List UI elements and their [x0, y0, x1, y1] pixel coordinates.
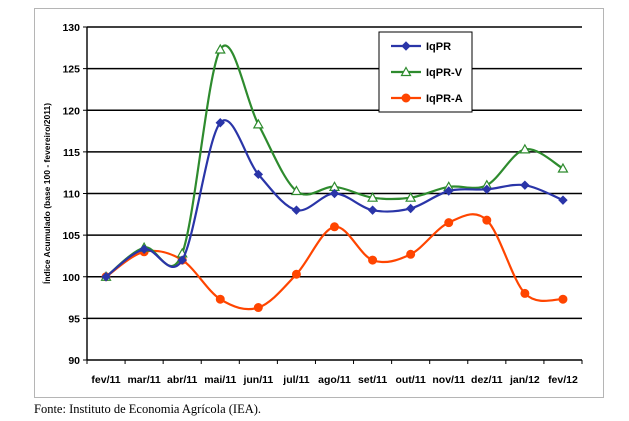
y-tick-label: 125 [62, 64, 80, 76]
data-point-iqpr-a [444, 218, 454, 228]
data-point-iqpr [558, 195, 568, 205]
data-point-iqpr-v [557, 162, 569, 173]
data-point-iqpr-v [367, 191, 379, 202]
legend-marker-iqpr-v [400, 66, 412, 77]
x-tick-label: fev/12 [548, 374, 578, 386]
y-tick-label: 100 [62, 272, 80, 284]
y-tick-label: 115 [63, 147, 80, 159]
data-point-iqpr-v [252, 118, 264, 129]
grid-layer [87, 26, 582, 320]
x-tick-label: set/11 [358, 374, 387, 386]
data-point-iqpr [482, 184, 492, 195]
data-point-iqpr-v [519, 143, 531, 154]
data-point-iqpr-a [520, 288, 530, 298]
series-layer [100, 43, 569, 313]
line-chart: 90 95 100 105 110 115 120 125 130 fev/11 mar/11 abr… [42, 22, 583, 386]
data-point-iqpr-a [368, 255, 378, 265]
x-tick-label: mai/11 [204, 374, 236, 386]
data-point-iqpr [177, 255, 187, 265]
data-point-iqpr-a [253, 303, 263, 313]
data-point-iqpr-v [290, 185, 302, 196]
data-point-iqpr-a [215, 294, 225, 304]
chart-frame [34, 8, 604, 398]
data-point-iqpr [291, 205, 302, 215]
data-point-iqpr [367, 205, 378, 215]
x-tick-label: nov/11 [432, 374, 465, 386]
y-tick-label: 130 [62, 22, 80, 34]
x-tick-label: out/11 [395, 374, 426, 386]
y-tick-label: 90 [68, 355, 80, 367]
x-tick-label: mar/11 [127, 374, 160, 386]
data-point-iqpr-a [482, 215, 492, 225]
x-tick-label: jun/11 [242, 374, 273, 386]
data-point-iqpr-v [214, 43, 226, 54]
y-tick-label: 120 [62, 105, 80, 117]
legend-label-iqpr-a: IqPR-A [426, 93, 463, 105]
axis-layer: 90 95 100 105 110 115 120 125 130 fev/11 mar/11 abr… [42, 22, 583, 386]
legend-label-iqpr-v: IqPR-V [426, 67, 463, 79]
x-tick-label: dez/11 [471, 374, 503, 386]
x-tick-label: ago/11 [318, 374, 351, 386]
data-point-iqpr [329, 188, 340, 199]
y-tick-label: 95 [68, 313, 80, 325]
y-axis-label: Índice Acumulado (base 100 - fevereiro/2… [42, 103, 52, 284]
data-point-iqpr-a [558, 294, 568, 304]
data-point-iqpr [215, 118, 225, 128]
data-point-iqpr-a [291, 269, 301, 279]
x-tick-label: jul/11 [282, 374, 309, 386]
data-point-iqpr [405, 203, 416, 214]
legend-marker-iqpr-a [401, 93, 411, 103]
x-tick-label: abr/11 [167, 374, 198, 386]
series-line-iqpr [105, 119, 564, 278]
legend: IqPR IqPR-V IqPR-A [378, 31, 473, 113]
data-point-iqpr-v [405, 191, 417, 202]
data-point-iqpr [520, 180, 530, 190]
legend-marker-iqpr [401, 41, 411, 51]
data-point-iqpr-a [406, 249, 416, 259]
y-tick-label: 110 [63, 189, 80, 201]
x-tick-label: jan/12 [509, 374, 540, 386]
source-note: Fonte: Instituto de Economia Agrícola (I… [34, 402, 262, 416]
legend-label-iqpr: IqPR [426, 41, 451, 53]
x-tick-label: fev/11 [91, 374, 120, 386]
data-point-iqpr [444, 186, 454, 196]
y-tick-label: 105 [62, 230, 80, 242]
data-point-iqpr [101, 272, 111, 282]
series-line-iqpr-v [105, 44, 564, 278]
data-point-iqpr-a [330, 222, 339, 232]
data-point-iqpr [253, 169, 264, 180]
data-point-iqpr [139, 244, 149, 254]
